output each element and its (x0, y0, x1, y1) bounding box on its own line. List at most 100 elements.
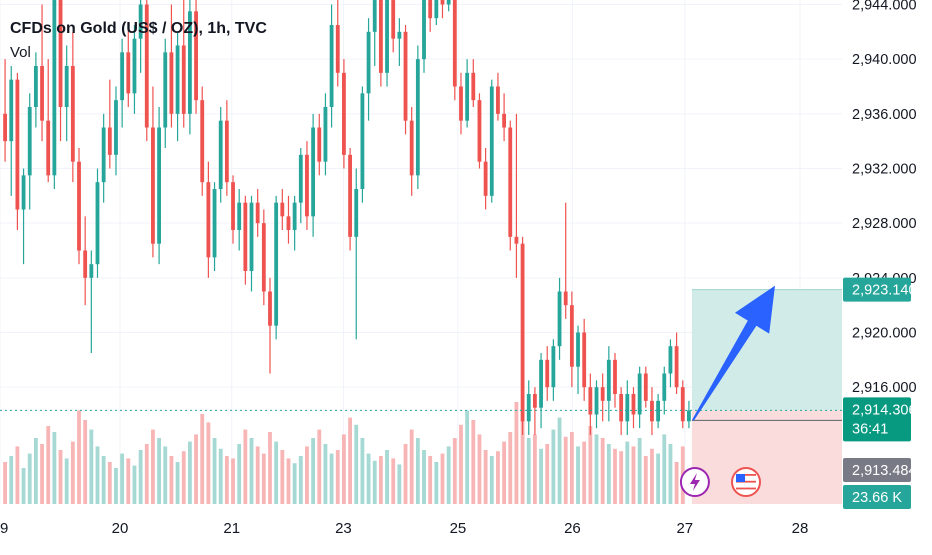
candle-body (21, 175, 26, 210)
candle-body (206, 182, 211, 258)
volume-bar (557, 417, 562, 504)
flag-canton (736, 474, 745, 482)
candle-body (403, 31, 408, 121)
time-tick-label[interactable]: 21 (223, 520, 240, 537)
volume-bar (268, 432, 272, 504)
volume-bar (255, 446, 260, 504)
price-tick-label[interactable]: 2,916.000 (852, 380, 917, 396)
candle-body (83, 250, 88, 278)
volume-bar (606, 444, 611, 504)
volume-bar (114, 468, 118, 504)
candle-body (434, 0, 439, 19)
time-tick-label[interactable]: 19 (0, 520, 8, 537)
price-tick-label[interactable]: 2,936.000 (852, 107, 917, 123)
volume-bar (452, 438, 457, 504)
candle-body (637, 373, 642, 415)
candle-body (95, 182, 100, 265)
candle-body (243, 202, 248, 272)
volume-bar (551, 429, 556, 504)
current-price-badge-text: 36:41 (852, 421, 888, 437)
candle-body (526, 394, 531, 422)
volume-bar (619, 451, 624, 504)
candle-body (200, 100, 205, 183)
symbol-title[interactable]: CFDs on Gold (US$ / OZ), 1h, TVC (10, 20, 267, 37)
volume-bar (483, 450, 488, 504)
time-axis[interactable]: 19 20 21 23 25 26 27 28 (0, 520, 808, 537)
volume-bar (637, 438, 642, 504)
candle-body (508, 127, 513, 237)
volume-bar (3, 462, 7, 504)
volume-bar (563, 436, 568, 504)
volume-bar (323, 444, 328, 504)
candle-body (631, 394, 636, 415)
volume-bar (206, 422, 211, 504)
volume-bar (539, 448, 543, 504)
candle-body (372, 0, 377, 32)
candle-body (422, 0, 426, 60)
volume-indicator-label[interactable]: Vol (10, 44, 31, 61)
volume-bar (187, 441, 192, 504)
volume-bar (526, 438, 531, 504)
candle-body (625, 394, 630, 422)
volume-bar (163, 446, 168, 504)
candle-body (181, 45, 186, 114)
volume-badge (843, 485, 911, 509)
volume-bar (434, 462, 439, 504)
price-tick-label[interactable]: 2,940.000 (852, 52, 917, 68)
volume-bar (465, 410, 470, 504)
volume-bar (594, 434, 599, 504)
candle-body (274, 202, 279, 326)
candle-body (348, 154, 352, 237)
volume-bar (292, 463, 297, 504)
candle-body (489, 86, 494, 196)
volume-bar (348, 417, 352, 504)
candle-body (532, 394, 537, 408)
volume-bar (514, 402, 519, 504)
candle-body (52, 0, 57, 176)
time-tick-label[interactable]: 20 (112, 520, 129, 537)
volume-bar (569, 432, 574, 504)
volume-bar (459, 424, 463, 504)
candle-body (317, 127, 322, 162)
projection-arrow-shape (692, 285, 775, 421)
volume-bar (440, 453, 445, 504)
time-tick-label[interactable]: 23 (335, 520, 352, 537)
candle-body (520, 243, 525, 422)
volume-bar (95, 446, 100, 504)
candle-body (643, 373, 648, 401)
volume-bar (378, 456, 383, 504)
candle-body (465, 72, 470, 121)
volume-bar (588, 426, 593, 504)
volume-bar (489, 456, 494, 504)
volume-bar (77, 410, 81, 504)
candle-body (477, 100, 482, 162)
candle-body (33, 66, 38, 108)
volume-bar (126, 458, 131, 504)
time-tick-label[interactable]: 28 (792, 520, 809, 537)
volume-bar (397, 464, 402, 504)
time-tick-label[interactable]: 25 (450, 520, 467, 537)
time-tick-label[interactable]: 27 (676, 520, 693, 537)
candle-body (668, 346, 673, 374)
candle-body (687, 410, 691, 422)
volume-bar (403, 444, 408, 504)
price-tick-label[interactable]: 2,932.000 (852, 162, 917, 178)
price-axis[interactable]: 2,944.000 2,940.000 2,936.000 2,932.000 2,92… (852, 0, 917, 396)
price-tick-label[interactable]: 2,944.000 (852, 0, 917, 14)
candle-body (107, 127, 112, 155)
candle-body (144, 4, 149, 128)
candle-body (169, 52, 174, 114)
price-tick-label[interactable]: 2,920.000 (852, 326, 917, 342)
candle-body (582, 332, 587, 388)
price-tick-label[interactable]: 2,928.000 (852, 216, 917, 232)
volume-bar (360, 438, 365, 504)
volume-bar (582, 441, 587, 504)
candle-body (194, 11, 198, 101)
candle-body (224, 120, 229, 183)
candle-body (212, 189, 217, 258)
event-icons[interactable] (679, 467, 761, 497)
time-tick-label[interactable]: 26 (564, 520, 581, 537)
candle-body (354, 189, 359, 237)
